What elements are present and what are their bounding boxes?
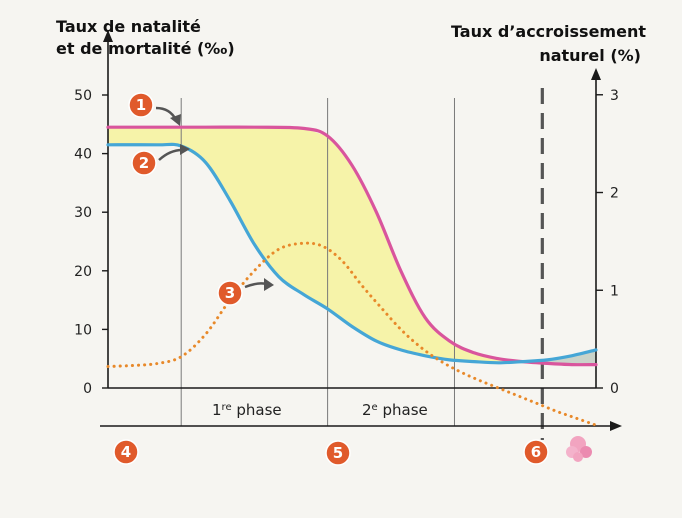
right-tick-label: 2: [610, 186, 619, 202]
left-tick-label: 40: [74, 147, 92, 163]
pink-mark: [566, 436, 592, 462]
svg-text:2: 2: [139, 154, 149, 172]
series-2-line: [106, 142, 598, 365]
stage-badge-6: 6: [523, 439, 549, 465]
left-tick-label: 0: [83, 381, 92, 397]
badge-3-arrowhead: [264, 278, 274, 291]
badge-1-arrowhead: [170, 114, 181, 126]
left-axis-title-line1: Taux de natalité: [56, 17, 201, 36]
right-axis-title-line2: naturel (%): [539, 46, 641, 65]
badge-1: 1: [128, 92, 154, 118]
svg-text:6: 6: [531, 443, 541, 461]
badge-2-arrowhead: [180, 144, 190, 155]
badge-3: 3: [217, 280, 243, 306]
left-tick-label: 30: [74, 205, 92, 221]
phase-1-label: 1re phase: [212, 401, 282, 419]
right-tick-label: 0: [610, 381, 619, 397]
left-tick-label: 20: [74, 264, 92, 280]
svg-text:1: 1: [136, 96, 146, 114]
badge-3-arrow: [244, 282, 267, 289]
gap-fill: [108, 127, 538, 363]
left-tick-label: 10: [74, 322, 92, 338]
series-3-line: [106, 241, 598, 427]
badge-2: 2: [131, 150, 157, 176]
right-axis-ticks: 0 1 2 3: [596, 88, 619, 397]
left-axis-arrow: [103, 30, 113, 42]
stage-badge-4: 4: [113, 439, 139, 465]
left-axis-ticks: 0 10 20 30 40 50: [74, 88, 108, 397]
time-axis-arrow: [610, 421, 622, 431]
right-axis-arrow: [591, 68, 601, 80]
stage-badge-5: 5: [325, 440, 351, 466]
left-tick-label: 50: [74, 88, 92, 104]
right-tick-label: 1: [610, 283, 619, 299]
svg-text:3: 3: [225, 284, 235, 302]
right-tick-label: 3: [610, 88, 619, 104]
svg-text:4: 4: [121, 443, 131, 461]
series: [106, 125, 598, 427]
right-axis-title-line1: Taux d’accroissement: [451, 22, 646, 41]
left-axis-title-line2: et de mortalité (‰): [56, 39, 235, 58]
svg-text:5: 5: [333, 444, 343, 462]
badge-2-arrow: [158, 148, 183, 161]
phase-2-label: 2e phase: [362, 401, 428, 419]
